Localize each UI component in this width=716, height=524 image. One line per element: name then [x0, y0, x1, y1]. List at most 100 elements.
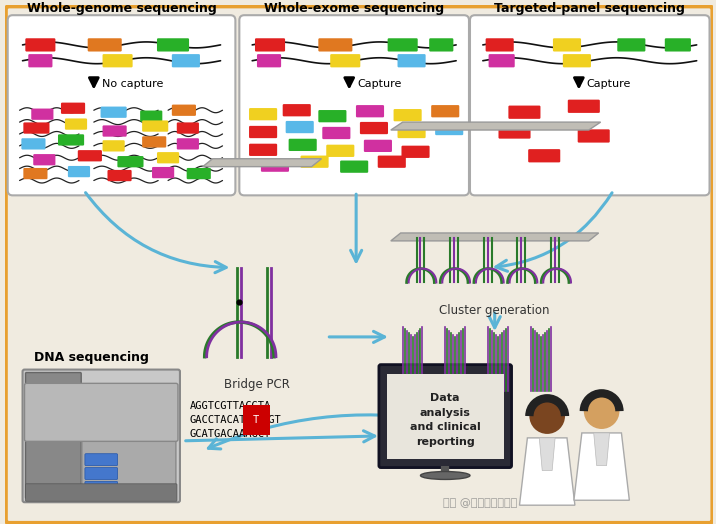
FancyBboxPatch shape [249, 108, 277, 121]
FancyBboxPatch shape [249, 144, 277, 156]
FancyBboxPatch shape [172, 54, 200, 68]
Polygon shape [391, 122, 601, 130]
FancyBboxPatch shape [283, 104, 311, 116]
Ellipse shape [420, 472, 470, 479]
Bar [387, 374, 503, 458]
FancyBboxPatch shape [152, 167, 174, 178]
FancyBboxPatch shape [289, 139, 316, 151]
FancyBboxPatch shape [157, 38, 189, 51]
FancyBboxPatch shape [322, 127, 350, 139]
Text: GACCTACAT: GACCTACAT [190, 415, 246, 425]
Text: Capture: Capture [357, 80, 402, 90]
FancyBboxPatch shape [177, 123, 199, 134]
FancyBboxPatch shape [24, 384, 178, 441]
FancyBboxPatch shape [21, 138, 46, 149]
FancyBboxPatch shape [157, 152, 179, 163]
FancyBboxPatch shape [172, 105, 196, 116]
FancyBboxPatch shape [187, 168, 211, 179]
Text: Bridge PCR: Bridge PCR [224, 378, 290, 391]
FancyBboxPatch shape [87, 38, 122, 51]
FancyBboxPatch shape [261, 159, 289, 172]
FancyBboxPatch shape [33, 154, 55, 166]
FancyBboxPatch shape [117, 156, 143, 167]
Text: Data
analysis
and clinical
reporting: Data analysis and clinical reporting [410, 393, 480, 447]
FancyBboxPatch shape [379, 365, 511, 467]
Circle shape [584, 394, 619, 429]
Text: DNA sequencing: DNA sequencing [34, 351, 149, 364]
FancyBboxPatch shape [100, 106, 127, 118]
Polygon shape [391, 233, 599, 241]
FancyBboxPatch shape [61, 103, 85, 114]
FancyBboxPatch shape [485, 38, 514, 51]
FancyBboxPatch shape [360, 122, 388, 134]
FancyBboxPatch shape [22, 369, 180, 502]
FancyBboxPatch shape [177, 138, 199, 149]
FancyBboxPatch shape [563, 54, 591, 68]
FancyBboxPatch shape [102, 54, 132, 68]
Text: T: T [253, 415, 259, 425]
FancyBboxPatch shape [356, 105, 384, 117]
Text: No capture: No capture [102, 80, 163, 90]
FancyBboxPatch shape [402, 146, 430, 158]
FancyBboxPatch shape [498, 125, 531, 139]
FancyBboxPatch shape [431, 105, 459, 117]
FancyBboxPatch shape [330, 54, 360, 68]
FancyBboxPatch shape [286, 121, 314, 133]
FancyBboxPatch shape [364, 140, 392, 152]
FancyBboxPatch shape [528, 149, 560, 162]
Text: 知乎 @爱学习的焦小姐: 知乎 @爱学习的焦小姐 [442, 498, 517, 508]
FancyBboxPatch shape [85, 482, 117, 493]
Text: AGT: AGT [263, 415, 282, 425]
Polygon shape [574, 433, 629, 500]
FancyBboxPatch shape [107, 170, 132, 181]
Text: Whole-genome sequencing: Whole-genome sequencing [26, 2, 216, 15]
FancyBboxPatch shape [568, 100, 600, 113]
FancyBboxPatch shape [387, 38, 417, 51]
Circle shape [529, 398, 565, 434]
FancyBboxPatch shape [255, 38, 285, 51]
FancyBboxPatch shape [32, 108, 54, 120]
Text: Whole-exome sequencing: Whole-exome sequencing [264, 2, 444, 15]
FancyBboxPatch shape [301, 156, 329, 168]
FancyBboxPatch shape [394, 109, 422, 122]
FancyBboxPatch shape [85, 467, 117, 479]
FancyBboxPatch shape [26, 484, 177, 501]
Text: GCATGACAAAGCT: GCATGACAAAGCT [190, 429, 271, 439]
FancyBboxPatch shape [378, 156, 406, 168]
FancyBboxPatch shape [26, 373, 81, 498]
FancyBboxPatch shape [397, 126, 425, 138]
FancyBboxPatch shape [142, 136, 166, 148]
FancyBboxPatch shape [102, 125, 127, 137]
FancyBboxPatch shape [319, 38, 352, 51]
FancyBboxPatch shape [664, 38, 691, 51]
FancyBboxPatch shape [8, 15, 236, 195]
FancyBboxPatch shape [239, 15, 469, 195]
FancyBboxPatch shape [435, 123, 463, 135]
Polygon shape [520, 438, 575, 505]
FancyBboxPatch shape [140, 111, 163, 122]
Text: Capture: Capture [587, 80, 632, 90]
Text: Targeted-panel sequencing: Targeted-panel sequencing [494, 2, 685, 15]
FancyBboxPatch shape [488, 54, 515, 68]
FancyBboxPatch shape [24, 168, 47, 179]
FancyBboxPatch shape [249, 126, 277, 138]
FancyBboxPatch shape [257, 54, 281, 68]
Text: AGGTCGTTACGTA: AGGTCGTTACGTA [190, 401, 271, 411]
Text: Cluster generation: Cluster generation [440, 304, 550, 317]
FancyBboxPatch shape [319, 110, 347, 122]
FancyBboxPatch shape [65, 118, 87, 130]
FancyBboxPatch shape [102, 140, 125, 151]
FancyBboxPatch shape [78, 150, 102, 161]
FancyBboxPatch shape [24, 123, 49, 134]
FancyBboxPatch shape [29, 54, 52, 68]
FancyBboxPatch shape [25, 38, 55, 51]
FancyBboxPatch shape [58, 134, 84, 146]
FancyBboxPatch shape [68, 166, 90, 177]
FancyBboxPatch shape [470, 15, 710, 195]
FancyBboxPatch shape [617, 38, 645, 51]
FancyBboxPatch shape [6, 6, 712, 523]
FancyBboxPatch shape [553, 38, 581, 51]
FancyBboxPatch shape [326, 145, 354, 157]
Polygon shape [203, 159, 321, 167]
FancyBboxPatch shape [340, 160, 368, 173]
